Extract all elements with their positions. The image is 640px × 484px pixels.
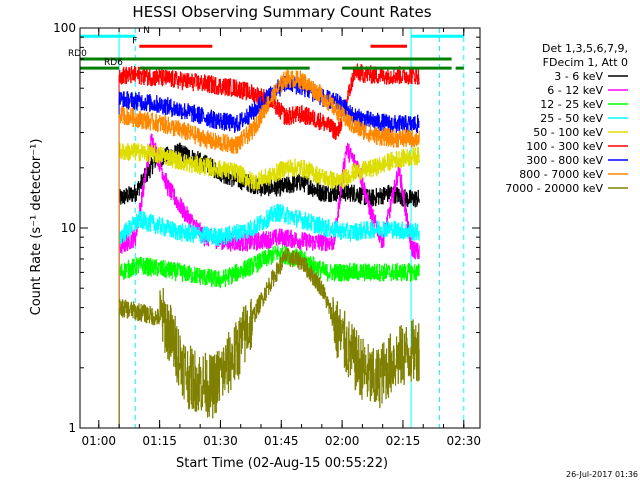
x-tick-label-6: 02:30 xyxy=(446,434,481,448)
legend: Det 1,3,5,6,7,9,FDecim 1, Att 03 - 6 keV… xyxy=(505,42,628,195)
plot-area: NF RD0 RD6 1 10 100 01:00 01:15 01:30 01:45 02:00 0… xyxy=(53,21,481,448)
y-tick-label-0: 1 xyxy=(68,421,76,435)
x-tick-label-2: 01:30 xyxy=(203,434,238,448)
series-line-2 xyxy=(118,245,420,289)
legend-entry-label-7: 800 - 7000 keV xyxy=(519,168,603,181)
legend-header-0: Det 1,3,5,6,7,9, xyxy=(542,42,628,55)
series-line-1 xyxy=(118,133,420,260)
legend-entry-label-0: 3 - 6 keV xyxy=(554,70,603,83)
y-tick-label-1: 10 xyxy=(61,221,76,235)
legend-entry-label-2: 12 - 25 keV xyxy=(540,98,603,111)
legend-entry-label-8: 7000 - 20000 keV xyxy=(505,182,603,195)
series-line-8 xyxy=(118,248,420,419)
x-tick-label-5: 02:15 xyxy=(386,434,421,448)
series-line-6 xyxy=(118,75,420,133)
annotation-label-3: RD6 xyxy=(104,58,123,68)
x-tick-label-3: 01:45 xyxy=(264,434,299,448)
x-axis-label: Start Time (02-Aug-15 00:55:22) xyxy=(176,456,388,471)
legend-entry-label-4: 50 - 100 keV xyxy=(533,126,603,139)
chart-title: HESSI Observing Summary Count Rates xyxy=(132,3,431,21)
annotation-label-2: RD0 xyxy=(68,49,87,59)
y-axis-label: Count Rate (s⁻¹ detector⁻¹) xyxy=(29,139,44,316)
series-line-4 xyxy=(118,142,420,191)
legend-entry-label-5: 100 - 300 keV xyxy=(526,140,603,153)
annotation-label-0: N xyxy=(143,26,150,36)
series-line-3 xyxy=(118,203,420,246)
annotation-label-1: F xyxy=(132,36,137,46)
y-tick-label-2: 100 xyxy=(53,21,76,35)
legend-header-1: FDecim 1, Att 0 xyxy=(543,56,628,69)
plot-timestamp: 26-Jul-2017 01:36 xyxy=(566,470,638,479)
legend-entry-label-6: 300 - 800 keV xyxy=(526,154,603,167)
x-tick-label-1: 01:15 xyxy=(142,434,177,448)
x-tick-label-0: 01:00 xyxy=(81,434,116,448)
legend-entry-label-1: 6 - 12 keV xyxy=(547,84,603,97)
legend-entry-label-3: 25 - 50 keV xyxy=(540,112,603,125)
x-tick-label-4: 02:00 xyxy=(325,434,360,448)
series-line-7 xyxy=(118,69,420,154)
